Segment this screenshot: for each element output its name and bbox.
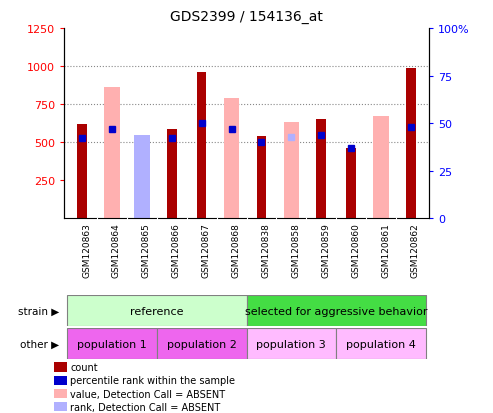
Bar [104,88,120,219]
Bar [406,69,416,219]
Text: GSM120861: GSM120861 [381,223,390,278]
Bar [77,125,87,219]
Bar [336,328,426,359]
Bar [134,167,149,219]
Text: GSM120865: GSM120865 [142,223,151,278]
Text: reference: reference [130,306,183,316]
Text: GSM120838: GSM120838 [261,223,271,278]
Bar [134,136,149,219]
Text: GSM120864: GSM120864 [112,223,121,277]
Bar [317,120,326,219]
Bar [283,123,299,219]
Bar [257,137,266,219]
Text: percentile rank within the sample: percentile rank within the sample [70,375,236,385]
Text: GSM120859: GSM120859 [321,223,330,278]
Text: rank, Detection Call = ABSENT: rank, Detection Call = ABSENT [70,402,221,412]
Bar [224,99,239,219]
Text: strain ▶: strain ▶ [18,306,59,316]
Bar [373,117,389,219]
Bar [197,73,207,219]
Bar [157,328,246,359]
Text: GSM120858: GSM120858 [291,223,300,278]
Text: population 3: population 3 [256,339,326,349]
Bar [246,328,336,359]
Text: GSM120863: GSM120863 [82,223,91,278]
Bar [167,129,176,219]
Bar [67,328,157,359]
Text: population 1: population 1 [77,339,147,349]
Text: count: count [70,362,98,372]
Text: GSM120860: GSM120860 [351,223,360,278]
Bar [347,149,356,219]
Text: population 4: population 4 [346,339,416,349]
Text: GSM120867: GSM120867 [202,223,211,278]
Text: selected for aggressive behavior: selected for aggressive behavior [245,306,427,316]
Text: GSM120862: GSM120862 [411,223,420,277]
Text: GSM120866: GSM120866 [172,223,181,278]
Text: population 2: population 2 [167,339,237,349]
Text: value, Detection Call = ABSENT: value, Detection Call = ABSENT [70,389,226,399]
Text: GDS2399 / 154136_at: GDS2399 / 154136_at [170,10,323,24]
Text: GSM120868: GSM120868 [232,223,241,278]
Bar [246,295,426,326]
Bar [67,295,246,326]
Text: other ▶: other ▶ [20,339,59,349]
